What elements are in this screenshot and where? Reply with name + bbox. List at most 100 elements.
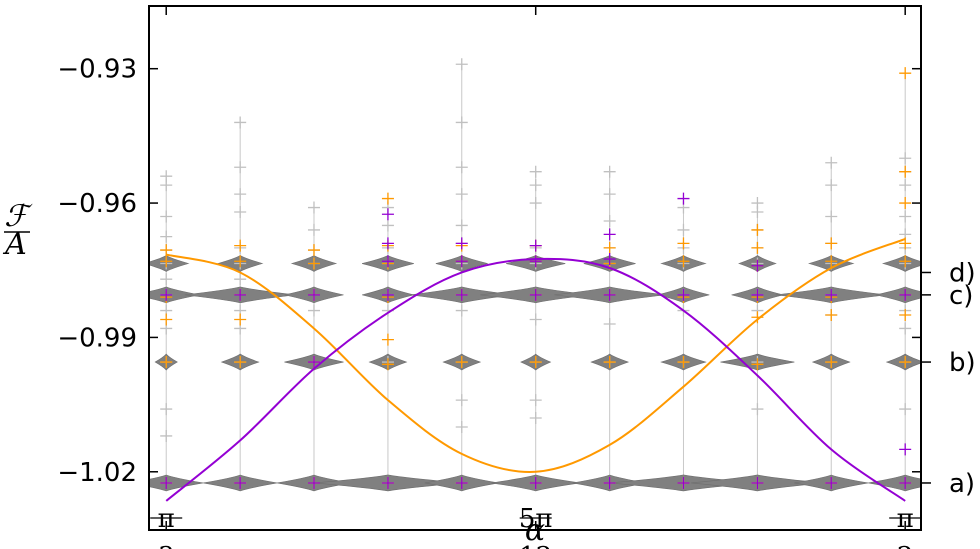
purple-marker [307, 356, 320, 369]
right-level-label: b) [949, 348, 976, 378]
orange-marker [825, 237, 838, 250]
orange-marker [825, 255, 838, 268]
orange-marker [899, 356, 912, 369]
gray-marker [603, 165, 616, 178]
gray-marker [899, 152, 912, 165]
gray-marker [455, 219, 468, 232]
purple-marker [825, 476, 838, 489]
orange-marker [234, 313, 247, 326]
gray-marker [751, 403, 764, 416]
purple-marker [234, 288, 247, 301]
orange-marker [899, 67, 912, 80]
orange-marker [160, 313, 173, 326]
x-tick-label-denominator: 12 [519, 542, 552, 549]
x-axis-label: α [525, 513, 545, 548]
purple-marker [455, 476, 468, 489]
purple-marker [677, 476, 690, 489]
axes-layer: −0.93 −0.96 −0.99 −1.02 π 3 5π 12 π 2 d)c) b) a) [57, 6, 976, 549]
y-tick-label: −0.93 [57, 55, 137, 85]
gray-marker [234, 161, 247, 174]
orange-series-line [165, 237, 906, 473]
orange-marker [899, 165, 912, 178]
orange-marker [529, 356, 542, 369]
orange-marker [160, 255, 173, 268]
gray-marker [603, 188, 616, 201]
orange-marker [751, 223, 764, 236]
orange-marker [307, 244, 320, 257]
x-tick-label-numerator: π [897, 504, 914, 534]
orange-marker [825, 309, 838, 322]
orange-marker [381, 192, 394, 205]
purple-marker [899, 288, 912, 301]
orange-marker [160, 244, 173, 257]
purple-marker [899, 443, 912, 456]
orange-marker [899, 197, 912, 210]
y-tick-label: −0.99 [57, 323, 137, 353]
gray-marker [160, 230, 173, 243]
purple-marker [455, 288, 468, 301]
orange-marker [455, 356, 468, 369]
gray-marker [825, 210, 838, 223]
gray-marker [455, 304, 468, 317]
gray-marker [307, 223, 320, 236]
purple-marker [529, 239, 542, 252]
orange-marker [603, 241, 616, 254]
gray-marker [160, 210, 173, 223]
gray-marker [677, 223, 690, 236]
x-tick-label-denominator: 3 [158, 542, 175, 549]
gray-marker [529, 179, 542, 192]
violin-shape [868, 474, 921, 492]
purple-marker [307, 288, 320, 301]
orange-marker [677, 255, 690, 268]
gray-marker [529, 394, 542, 407]
purple-marker [751, 476, 764, 489]
orange-marker [751, 358, 764, 371]
purple-marker [307, 476, 320, 489]
purple-marker [603, 476, 616, 489]
orange-marker [899, 309, 912, 322]
purple-marker [603, 288, 616, 301]
orange-marker [160, 356, 173, 369]
orange-marker [381, 358, 394, 371]
x-tick-label-numerator: π [158, 504, 175, 534]
gray-marker [455, 420, 468, 433]
gray-marker [529, 412, 542, 425]
purple-marker [529, 288, 542, 301]
purple-marker [603, 253, 616, 266]
gray-marker [455, 188, 468, 201]
purple-marker [381, 208, 394, 221]
gray-marker [234, 206, 247, 219]
purple-marker [677, 288, 690, 301]
purple-marker [825, 288, 838, 301]
purple-marker [455, 237, 468, 250]
purple-marker [234, 476, 247, 489]
purple-marker [751, 288, 764, 301]
purple-marker [603, 228, 616, 241]
purple-series-line [165, 257, 906, 502]
gray-marker [603, 317, 616, 330]
gray-marker [160, 403, 173, 416]
orange-marker [899, 255, 912, 268]
orange-marker [751, 241, 764, 254]
gray-marker [307, 201, 320, 214]
plot-content [149, 58, 921, 502]
orange-marker [381, 333, 394, 346]
gray-marker [234, 273, 247, 286]
gray-marker [160, 429, 173, 442]
purple-marker [381, 288, 394, 301]
orange-marker [677, 356, 690, 369]
orange-marker [234, 239, 247, 252]
gray-marker [529, 197, 542, 210]
x-tick-label-numerator: 5π [519, 504, 553, 534]
gray-marker [751, 206, 764, 219]
gray-marker [603, 214, 616, 227]
gray-marker [455, 394, 468, 407]
gray-marker [307, 304, 320, 317]
purple-marker [160, 476, 173, 489]
gray-marker [899, 322, 912, 335]
purple-marker [751, 259, 764, 272]
purple-marker [381, 255, 394, 268]
gray-marker [825, 179, 838, 192]
orange-marker [234, 356, 247, 369]
gray-marker [529, 313, 542, 326]
